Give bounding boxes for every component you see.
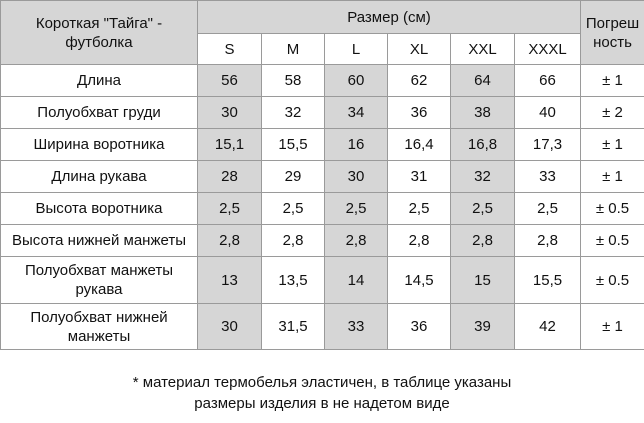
cell-value: 13 <box>197 256 262 304</box>
cell-value: 30 <box>324 160 388 193</box>
cell-value: 16,4 <box>387 128 451 161</box>
cell-value: 30 <box>197 303 262 350</box>
cell-value: 32 <box>450 160 515 193</box>
table-row: Высота нижней манжеты 2,8 2,8 2,8 2,8 2,… <box>0 224 644 257</box>
size-header-xxl: XXL <box>450 33 515 65</box>
table-row: Высота воротника 2,5 2,5 2,5 2,5 2,5 2,5… <box>0 192 644 225</box>
cell-value: 62 <box>387 64 451 97</box>
row-label-line-2: рукава <box>75 281 123 298</box>
cell-tolerance: ± 1 <box>580 128 644 161</box>
cell-value: 30 <box>197 96 262 129</box>
cell-value: 36 <box>387 96 451 129</box>
cell-value: 2,5 <box>387 192 451 225</box>
row-label: Полуобхват манжеты рукава <box>0 256 198 304</box>
cell-value: 39 <box>450 303 515 350</box>
cell-value: 16 <box>324 128 388 161</box>
cell-tolerance: ± 0.5 <box>580 256 644 304</box>
cell-value: 42 <box>513 303 582 350</box>
cell-value: 36 <box>387 303 451 350</box>
cell-value: 2,5 <box>324 192 388 225</box>
row-label-line-1: Полуобхват нижней <box>30 308 168 326</box>
cell-value: 28 <box>197 160 262 193</box>
cell-value: 33 <box>324 303 388 350</box>
row-label: Длина <box>0 64 198 97</box>
cell-value: 14 <box>324 256 388 304</box>
cell-tolerance: ± 1 <box>580 64 644 97</box>
cell-value: 33 <box>513 160 582 193</box>
cell-value: 40 <box>513 96 582 129</box>
size-header-xl: XL <box>387 33 451 65</box>
corner-line-2: футболка <box>65 33 133 51</box>
table-row: Полуобхват груди 30 32 34 36 38 40 ± 2 <box>0 96 644 129</box>
tolerance-line-2: ность <box>593 33 632 51</box>
cell-value: 64 <box>450 64 515 97</box>
cell-value: 56 <box>197 64 262 97</box>
cell-tolerance: ± 0.5 <box>580 224 644 257</box>
cell-value: 2,8 <box>450 224 515 257</box>
size-header-xxxl: XXXL <box>513 33 582 65</box>
row-label: Высота воротника <box>0 192 198 225</box>
row-label-line-1: Полуобхват манжеты <box>24 262 174 279</box>
cell-value: 15,1 <box>197 128 262 161</box>
cell-value: 2,8 <box>324 224 388 257</box>
cell-value: 2,8 <box>197 224 262 257</box>
table-row: Длина 56 58 60 62 64 66 ± 1 <box>0 64 644 97</box>
row-label-line-2: манжеты <box>67 327 131 345</box>
table-row: Полуобхват нижней манжеты 30 31,5 33 36 … <box>0 303 644 350</box>
cell-value: 2,5 <box>513 192 582 225</box>
cell-value: 38 <box>450 96 515 129</box>
tolerance-line-1: Погреш <box>585 14 640 32</box>
corner-line-1: Короткая "Тайга" - <box>35 14 163 32</box>
cell-tolerance: ± 0.5 <box>580 192 644 225</box>
cell-value: 31,5 <box>261 303 325 350</box>
size-header-s: S <box>197 33 262 65</box>
row-label: Высота нижней манжеты <box>0 224 198 257</box>
cell-value: 60 <box>324 64 388 97</box>
cell-value: 17,3 <box>513 128 582 161</box>
cell-value: 2,5 <box>450 192 515 225</box>
cell-tolerance: ± 1 <box>580 160 644 193</box>
cell-value: 2,8 <box>387 224 451 257</box>
size-header-m: M <box>261 33 325 65</box>
table-corner-header: Короткая "Тайга" - футболка <box>0 0 198 65</box>
row-label: Длина рукава <box>0 160 198 193</box>
footnote-line-1: * материал термобелья эластичен, в табли… <box>132 374 512 391</box>
size-table: Короткая "Тайга" - футболка Размер (см) … <box>0 0 644 350</box>
cell-value: 15 <box>450 256 515 304</box>
cell-tolerance: ± 1 <box>580 303 644 350</box>
cell-value: 34 <box>324 96 388 129</box>
footnote: * материал термобелья эластичен, в табли… <box>0 372 644 414</box>
cell-value: 58 <box>261 64 325 97</box>
cell-value: 2,5 <box>197 192 262 225</box>
row-label: Полуобхват нижней манжеты <box>0 303 198 350</box>
size-group-header: Размер (см) <box>196 0 582 34</box>
cell-value: 16,8 <box>450 128 515 161</box>
table-row: Полуобхват манжеты рукава 13 13,5 14 14,… <box>0 256 644 304</box>
tolerance-header: Погреш ность <box>580 0 644 65</box>
cell-value: 15,5 <box>261 128 325 161</box>
cell-value: 2,5 <box>261 192 325 225</box>
table-row: Ширина воротника 15,1 15,5 16 16,4 16,8 … <box>0 128 644 161</box>
cell-value: 14,5 <box>387 256 451 304</box>
table-row: Длина рукава 28 29 30 31 32 33 ± 1 <box>0 160 644 193</box>
row-label: Ширина воротника <box>0 128 198 161</box>
cell-value: 31 <box>387 160 451 193</box>
cell-value: 13,5 <box>261 256 325 304</box>
cell-value: 2,8 <box>261 224 325 257</box>
cell-value: 2,8 <box>513 224 582 257</box>
footnote-line-2: размеры изделия в не надетом виде <box>194 395 450 412</box>
cell-value: 66 <box>513 64 582 97</box>
size-header-l: L <box>324 33 388 65</box>
cell-tolerance: ± 2 <box>580 96 644 129</box>
cell-value: 32 <box>261 96 325 129</box>
cell-value: 29 <box>261 160 325 193</box>
row-label: Полуобхват груди <box>0 96 198 129</box>
cell-value: 15,5 <box>513 256 582 304</box>
